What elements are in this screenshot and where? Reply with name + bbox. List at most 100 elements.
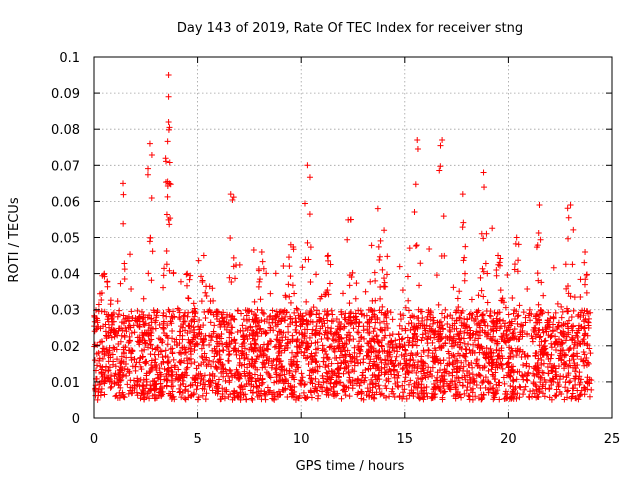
data-point (581, 317, 588, 324)
data-point (183, 349, 190, 356)
data-point (427, 316, 434, 323)
data-point (120, 180, 127, 187)
data-point (444, 320, 451, 327)
data-point (582, 357, 589, 364)
data-point (243, 312, 250, 319)
data-point (532, 315, 539, 322)
data-point (570, 364, 577, 371)
data-point (131, 356, 138, 363)
data-point (342, 365, 349, 372)
data-point (552, 346, 559, 353)
data-point (129, 389, 136, 396)
data-point (562, 337, 569, 344)
data-point (288, 358, 295, 365)
data-point (285, 380, 292, 387)
data-point (301, 349, 308, 356)
data-point (501, 338, 508, 345)
data-point (164, 182, 171, 189)
data-point (117, 366, 124, 373)
data-point (562, 379, 569, 386)
data-point (345, 314, 352, 321)
data-point (314, 368, 321, 375)
data-point (291, 383, 298, 390)
data-point (210, 330, 217, 337)
data-point (179, 332, 186, 339)
data-point (458, 335, 465, 342)
data-point (395, 331, 402, 338)
data-point (335, 374, 342, 381)
data-point (558, 391, 565, 398)
data-point (99, 374, 106, 381)
data-point (199, 392, 206, 399)
data-point (120, 350, 127, 357)
data-point (368, 316, 375, 323)
data-point (333, 315, 340, 322)
data-point (510, 378, 517, 385)
data-point (377, 391, 384, 398)
data-point (281, 345, 288, 352)
data-point (340, 290, 347, 297)
data-point (496, 325, 503, 332)
data-point (94, 317, 101, 324)
data-point (579, 307, 586, 314)
data-point (278, 349, 285, 356)
data-point (374, 338, 381, 345)
data-point (340, 370, 347, 377)
data-point (102, 367, 109, 374)
data-point (185, 295, 192, 302)
data-point (516, 302, 523, 309)
data-point (156, 321, 163, 328)
data-point (365, 365, 372, 372)
data-point (496, 379, 503, 386)
data-point (482, 374, 489, 381)
data-point (372, 361, 379, 368)
data-point (450, 284, 457, 291)
data-point (414, 325, 421, 332)
data-point (529, 393, 536, 400)
data-point (99, 338, 106, 345)
data-point (226, 274, 233, 281)
data-point (137, 395, 144, 402)
data-point (241, 345, 248, 352)
data-point (424, 340, 431, 347)
data-point (429, 350, 436, 357)
data-point (414, 336, 421, 343)
data-point (248, 374, 255, 381)
data-point (291, 309, 298, 316)
data-point (282, 313, 289, 320)
data-point (569, 336, 576, 343)
data-point (95, 301, 102, 308)
data-point (93, 375, 100, 382)
data-point (364, 352, 371, 359)
data-point (314, 387, 321, 394)
data-point (164, 366, 171, 373)
data-point (198, 330, 205, 337)
data-point (389, 331, 396, 338)
data-point (164, 377, 171, 384)
data-point (552, 368, 559, 375)
data-point (536, 342, 543, 349)
data-point (573, 395, 580, 402)
data-point (328, 360, 335, 367)
data-point (585, 315, 592, 322)
data-point (352, 314, 359, 321)
data-point (315, 378, 322, 385)
data-point (523, 376, 530, 383)
data-point (191, 305, 198, 312)
data-point (561, 351, 568, 358)
data-point (548, 368, 555, 375)
data-point (293, 338, 300, 345)
data-point (536, 334, 543, 341)
data-point (419, 394, 426, 401)
data-point (294, 358, 301, 365)
data-point (324, 373, 331, 380)
data-point (318, 293, 325, 300)
data-point (481, 329, 488, 336)
data-point (395, 384, 402, 391)
data-point (478, 391, 485, 398)
data-point (163, 211, 170, 218)
data-point (277, 357, 284, 364)
data-point (203, 283, 210, 290)
data-point (364, 318, 371, 325)
data-point (476, 372, 483, 379)
